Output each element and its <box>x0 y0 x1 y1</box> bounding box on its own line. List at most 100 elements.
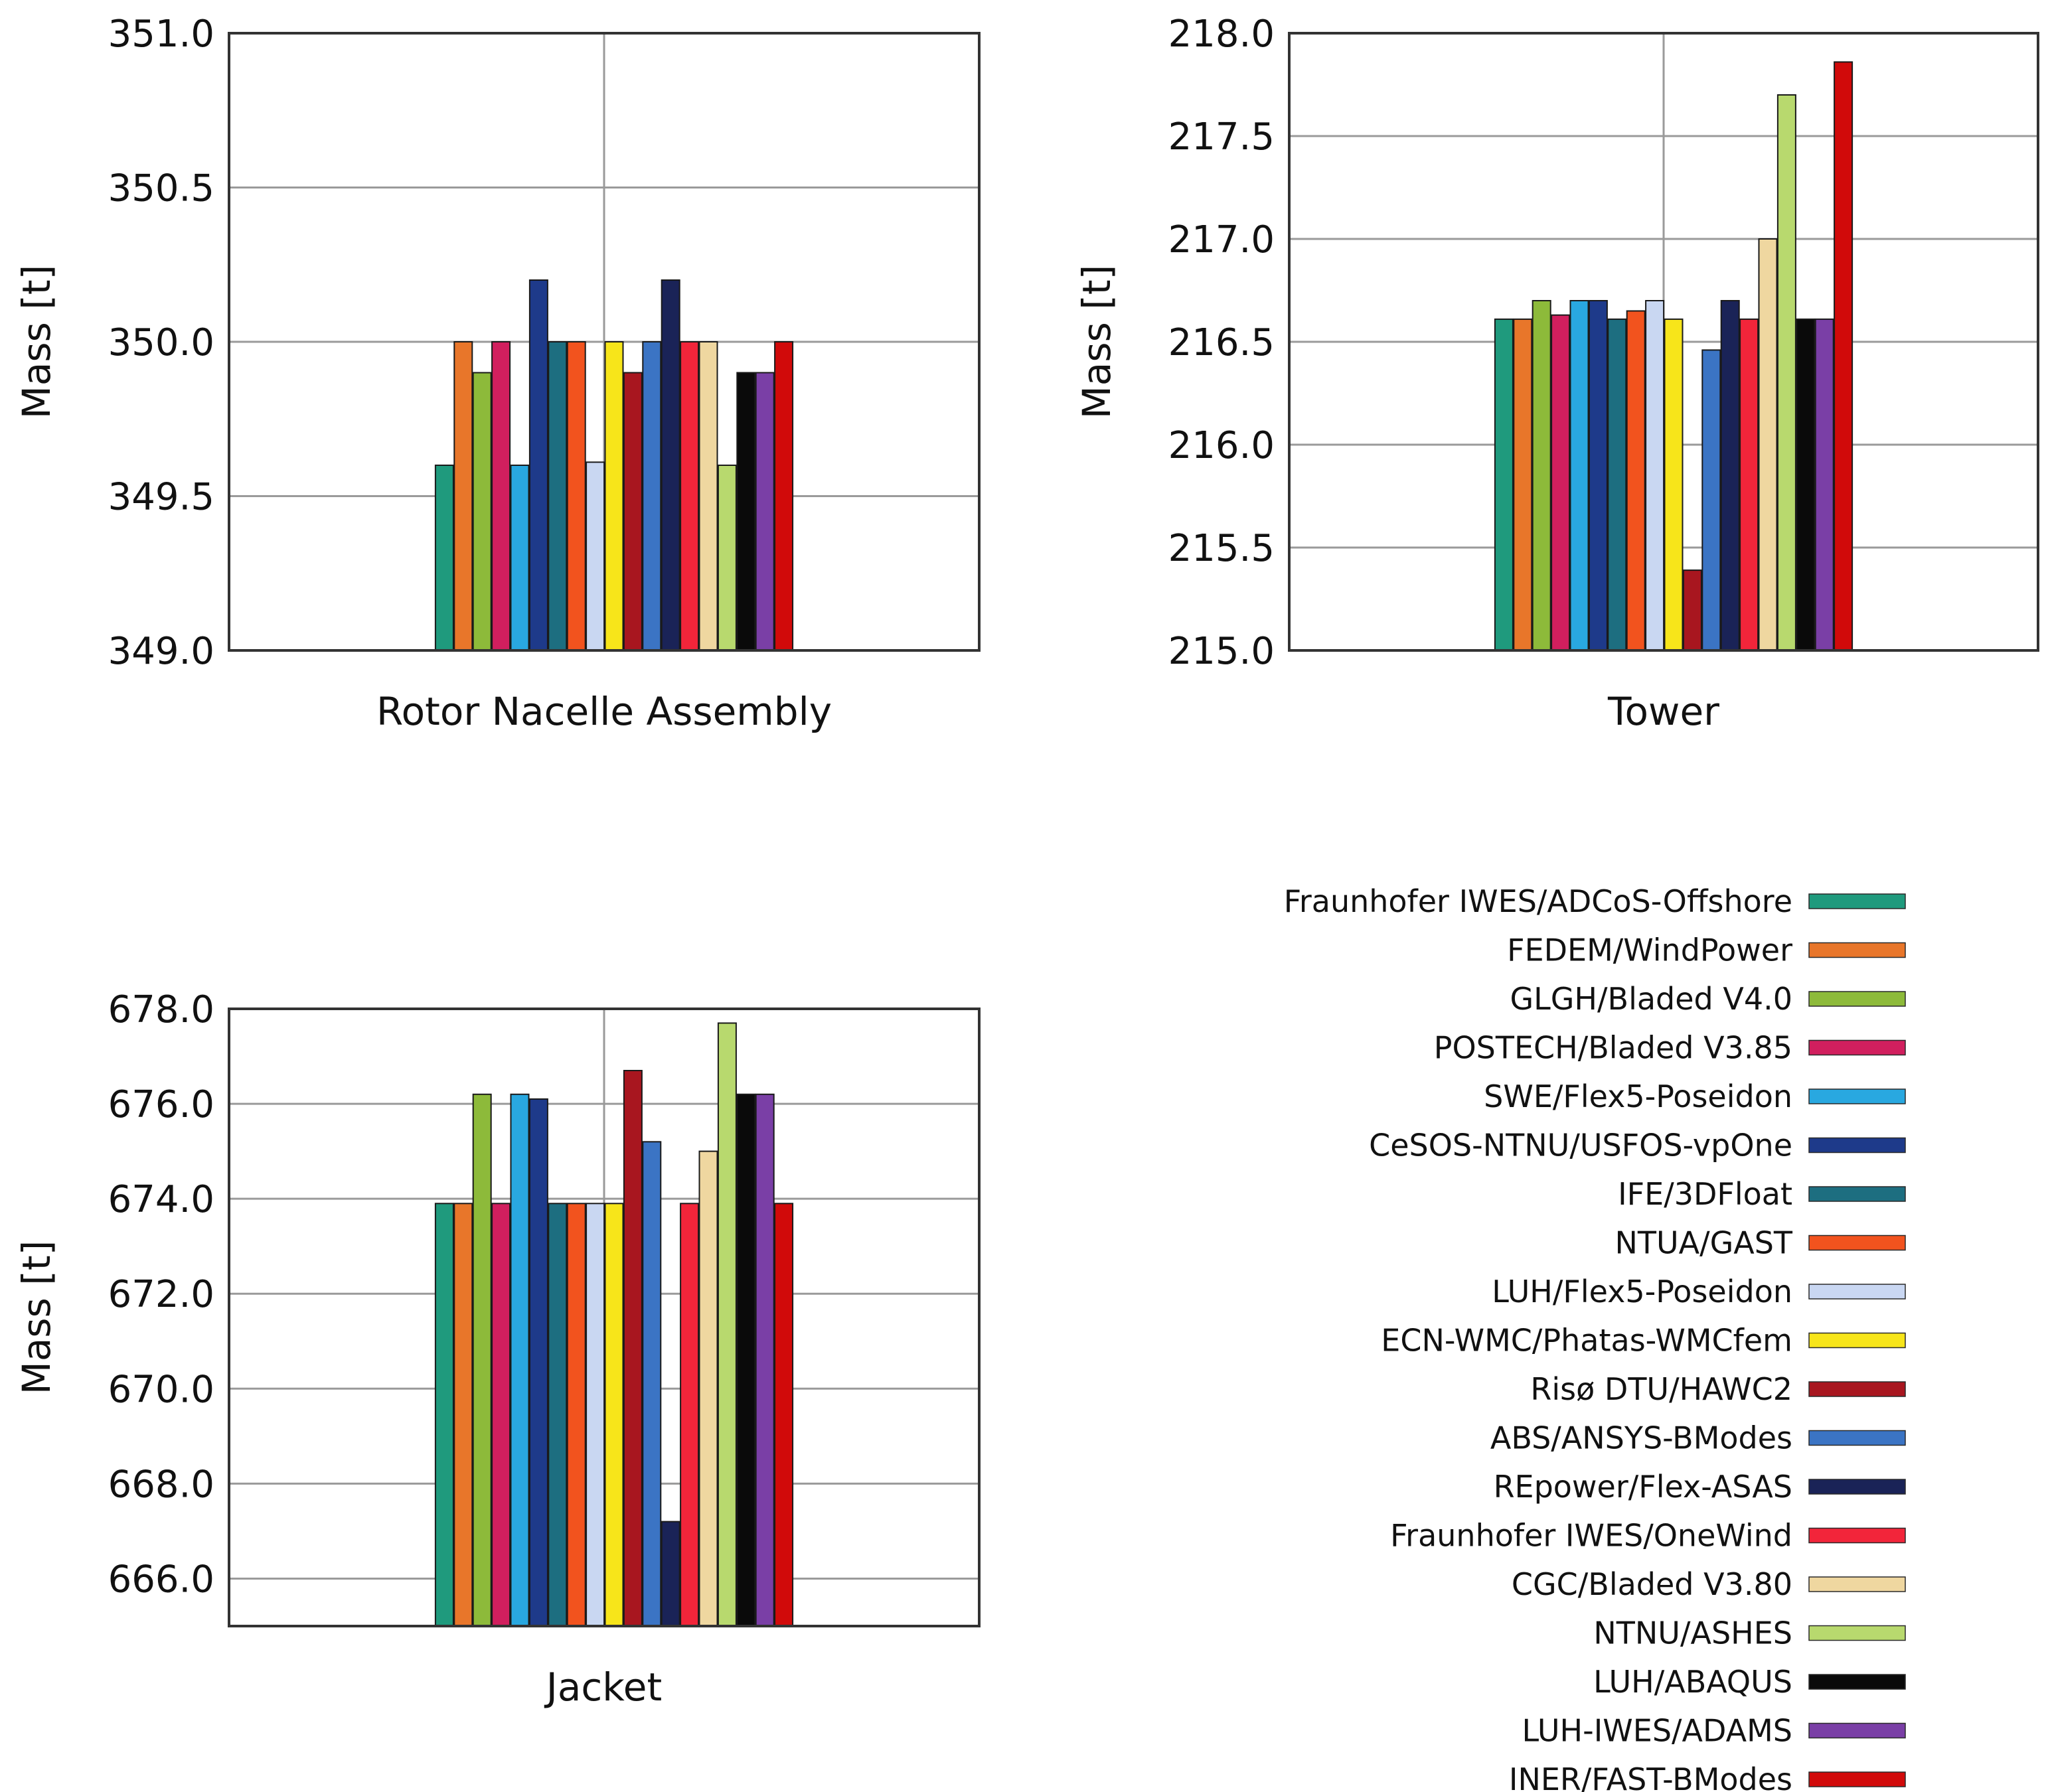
x-axis-label: Tower <box>1607 689 1719 734</box>
legend-swatch <box>1808 1332 1906 1349</box>
bar-jacket-17 <box>736 1093 756 1627</box>
bar-tower-4 <box>1551 314 1571 651</box>
bar-jacket-8 <box>566 1203 586 1627</box>
legend-swatch <box>1808 942 1906 958</box>
legend-label: ABS/ANSYS-BModes <box>1490 1420 1792 1456</box>
bar-jacket-13 <box>661 1521 680 1627</box>
bar-tower-16 <box>1776 94 1796 651</box>
legend-swatch <box>1808 1284 1906 1300</box>
bar-jacket-1 <box>434 1203 454 1627</box>
bar-tower-3 <box>1532 300 1551 651</box>
plot-frame <box>1288 32 2039 652</box>
bar-rotor-nacelle-assembly-8 <box>566 341 586 651</box>
y-tick-label: 678.0 <box>108 988 214 1031</box>
y-tick-label: 668.0 <box>108 1463 214 1506</box>
legend-label: Fraunhofer IWES/ADCoS-Offshore <box>1284 883 1792 919</box>
bar-tower-6 <box>1588 300 1608 651</box>
y-tick-label: 672.0 <box>108 1273 214 1316</box>
legend-label: GLGH/Bladed V4.0 <box>1510 981 1792 1017</box>
legend-label: CGC/Bladed V3.80 <box>1512 1566 1792 1602</box>
bar-rotor-nacelle-assembly-1 <box>434 465 454 651</box>
legend-swatch <box>1808 893 1906 909</box>
bar-jacket-18 <box>755 1093 775 1627</box>
plot-frame <box>228 1008 981 1627</box>
x-axis-label: Rotor Nacelle Assembly <box>376 689 832 734</box>
bar-rotor-nacelle-assembly-6 <box>528 279 548 651</box>
legend-label: LUH/Flex5-Poseidon <box>1492 1274 1792 1309</box>
y-tick-label: 216.0 <box>1168 424 1275 467</box>
legend-label: LUH/ABAQUS <box>1593 1664 1792 1700</box>
bar-jacket-7 <box>548 1203 568 1627</box>
legend-label: LUH-IWES/ADAMS <box>1522 1713 1792 1749</box>
bar-jacket-16 <box>717 1022 737 1627</box>
bar-rotor-nacelle-assembly-2 <box>453 341 473 651</box>
bar-rotor-nacelle-assembly-4 <box>491 341 511 651</box>
bar-rotor-nacelle-assembly-5 <box>510 465 530 651</box>
y-tick-label: 217.5 <box>1168 115 1275 159</box>
bar-tower-19 <box>1834 61 1853 651</box>
y-tick-label: 350.0 <box>108 321 214 364</box>
bar-jacket-2 <box>453 1203 473 1627</box>
y-tick-label: 215.5 <box>1168 527 1275 570</box>
legend-label: Fraunhofer IWES/OneWind <box>1390 1518 1792 1554</box>
legend-label: POSTECH/Bladed V3.85 <box>1434 1030 1792 1066</box>
bar-jacket-19 <box>774 1203 794 1627</box>
y-tick-label: 350.5 <box>108 167 214 210</box>
y-tick-label: 666.0 <box>108 1558 214 1601</box>
bar-tower-13 <box>1720 300 1740 651</box>
bar-tower-1 <box>1494 318 1514 651</box>
legend-label: IFE/3DFloat <box>1618 1176 1792 1212</box>
bar-rotor-nacelle-assembly-15 <box>698 341 718 651</box>
y-axis-title: Mass [t] <box>14 1240 59 1394</box>
x-axis-label: Jacket <box>544 1665 662 1710</box>
bar-tower-15 <box>1758 238 1778 651</box>
legend-swatch <box>1808 1186 1906 1202</box>
legend-label: Risø DTU/HAWC2 <box>1530 1371 1792 1407</box>
legend-swatch <box>1808 1771 1906 1787</box>
bar-jacket-15 <box>698 1150 718 1627</box>
legend-label: FEDEM/WindPower <box>1507 933 1792 968</box>
y-tick-label: 217.0 <box>1168 218 1275 261</box>
bar-tower-14 <box>1739 318 1759 651</box>
bar-rotor-nacelle-assembly-11 <box>623 372 643 651</box>
bar-jacket-12 <box>642 1141 662 1627</box>
y-tick-label: 349.5 <box>108 476 214 519</box>
bar-rotor-nacelle-assembly-18 <box>755 372 775 651</box>
legend-label: NTNU/ASHES <box>1593 1615 1792 1651</box>
legend-label: INER/FAST-BModes <box>1509 1761 1792 1792</box>
bar-tower-17 <box>1796 318 1816 651</box>
bar-jacket-4 <box>491 1203 511 1627</box>
bar-rotor-nacelle-assembly-7 <box>548 341 568 651</box>
y-tick-label: 351.0 <box>108 13 214 56</box>
bar-tower-18 <box>1814 318 1834 651</box>
legend-swatch <box>1808 1430 1906 1446</box>
bar-rotor-nacelle-assembly-16 <box>717 465 737 651</box>
y-tick-label: 215.0 <box>1168 630 1275 673</box>
legend-swatch <box>1808 1039 1906 1056</box>
legend-label: CeSOS-NTNU/USFOS-vpOne <box>1369 1128 1792 1163</box>
y-tick-label: 674.0 <box>108 1178 214 1221</box>
legend-swatch <box>1808 991 1906 1007</box>
legend-swatch <box>1808 1234 1906 1251</box>
bar-tower-7 <box>1607 318 1627 651</box>
plot-frame <box>228 32 981 652</box>
bar-tower-12 <box>1701 349 1721 652</box>
legend-swatch <box>1808 1625 1906 1641</box>
y-tick-label: 218.0 <box>1168 13 1275 56</box>
bar-rotor-nacelle-assembly-9 <box>586 461 605 651</box>
bar-tower-2 <box>1513 318 1533 651</box>
bar-rotor-nacelle-assembly-12 <box>642 341 662 651</box>
legend-swatch <box>1808 1576 1906 1592</box>
bar-jacket-6 <box>528 1098 548 1627</box>
legend-swatch <box>1808 1088 1906 1104</box>
bar-tower-11 <box>1682 569 1702 651</box>
y-tick-label: 216.5 <box>1168 321 1275 364</box>
legend-label: ECN-WMC/Phatas-WMCfem <box>1381 1323 1792 1359</box>
bar-rotor-nacelle-assembly-17 <box>736 372 756 651</box>
bar-rotor-nacelle-assembly-10 <box>604 341 624 651</box>
y-tick-label: 349.0 <box>108 630 214 673</box>
bar-rotor-nacelle-assembly-14 <box>680 341 700 651</box>
y-tick-label: 670.0 <box>108 1368 214 1411</box>
bar-rotor-nacelle-assembly-3 <box>472 372 492 651</box>
